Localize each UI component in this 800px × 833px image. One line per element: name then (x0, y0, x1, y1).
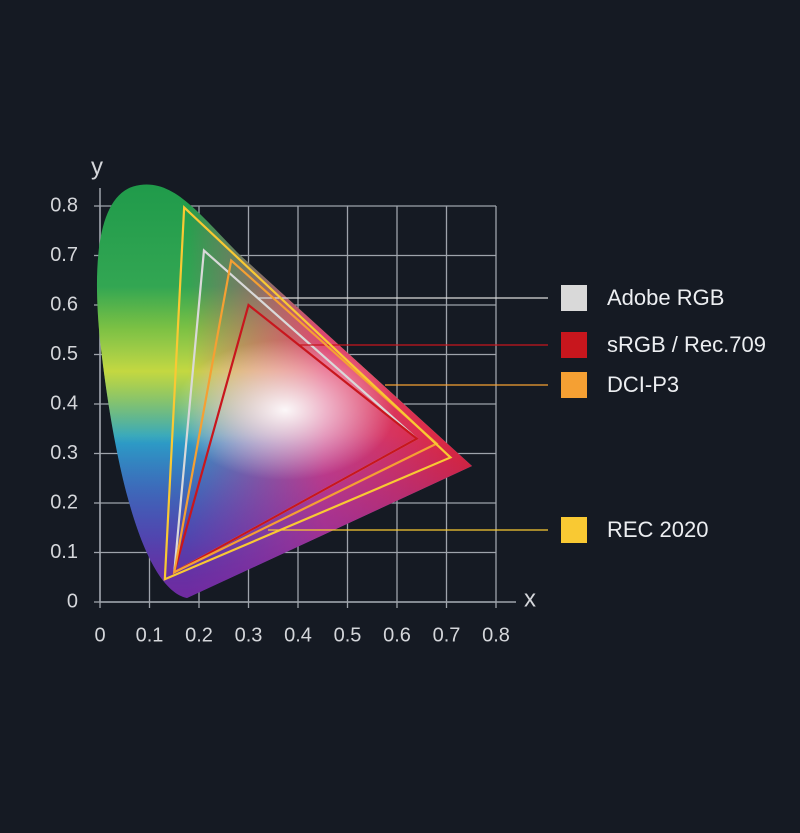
legend-swatch (561, 517, 587, 543)
y-tick-label: 0.1 (50, 541, 78, 563)
spectral-locus (96, 184, 472, 598)
y-tick-label: 0.8 (50, 194, 78, 216)
gamut-triangle (172, 303, 419, 575)
legend-label: DCI-P3 (607, 372, 679, 397)
y-tick-label: 0.3 (50, 442, 78, 464)
y-tick-label: 0.6 (50, 293, 78, 315)
x-tick-label: 0.8 (482, 624, 510, 646)
gamuts (163, 205, 587, 581)
x-tick-label: 0.4 (284, 624, 312, 646)
legend-label: REC 2020 (607, 517, 709, 542)
x-tick-label: 0.3 (235, 624, 263, 646)
y-tick-label: 0.4 (50, 392, 78, 414)
y-tick-label: 0 (67, 590, 78, 612)
x-tick-label: 0 (94, 624, 105, 646)
y-tick-label: 0.2 (50, 491, 78, 513)
legend-label: sRGB / Rec.709 (607, 332, 766, 357)
x-tick-label: 0.6 (383, 624, 411, 646)
x-tick-label: 0.5 (334, 624, 362, 646)
y-tick-label: 0.5 (50, 343, 78, 365)
gamut-triangle (172, 258, 439, 575)
x-tick-label: 0.7 (433, 624, 461, 646)
x-tick-label: 0.2 (185, 624, 213, 646)
labels: x y 0 0.1 0.2 0.3 0.4 0.5 0.6 0.7 0.8 0 0.1 0.2 0.3 0… (50, 153, 766, 646)
x-tick-label: 0.1 (136, 624, 164, 646)
legend-swatch (561, 372, 587, 398)
legend-label: Adobe RGB (607, 285, 724, 310)
legend-swatch (561, 332, 587, 358)
legend-swatch (561, 285, 587, 311)
y-axis-label: y (91, 153, 103, 180)
x-axis-label: x (524, 585, 536, 612)
y-tick-label: 0.7 (50, 244, 78, 266)
gamut-triangle (163, 205, 453, 581)
